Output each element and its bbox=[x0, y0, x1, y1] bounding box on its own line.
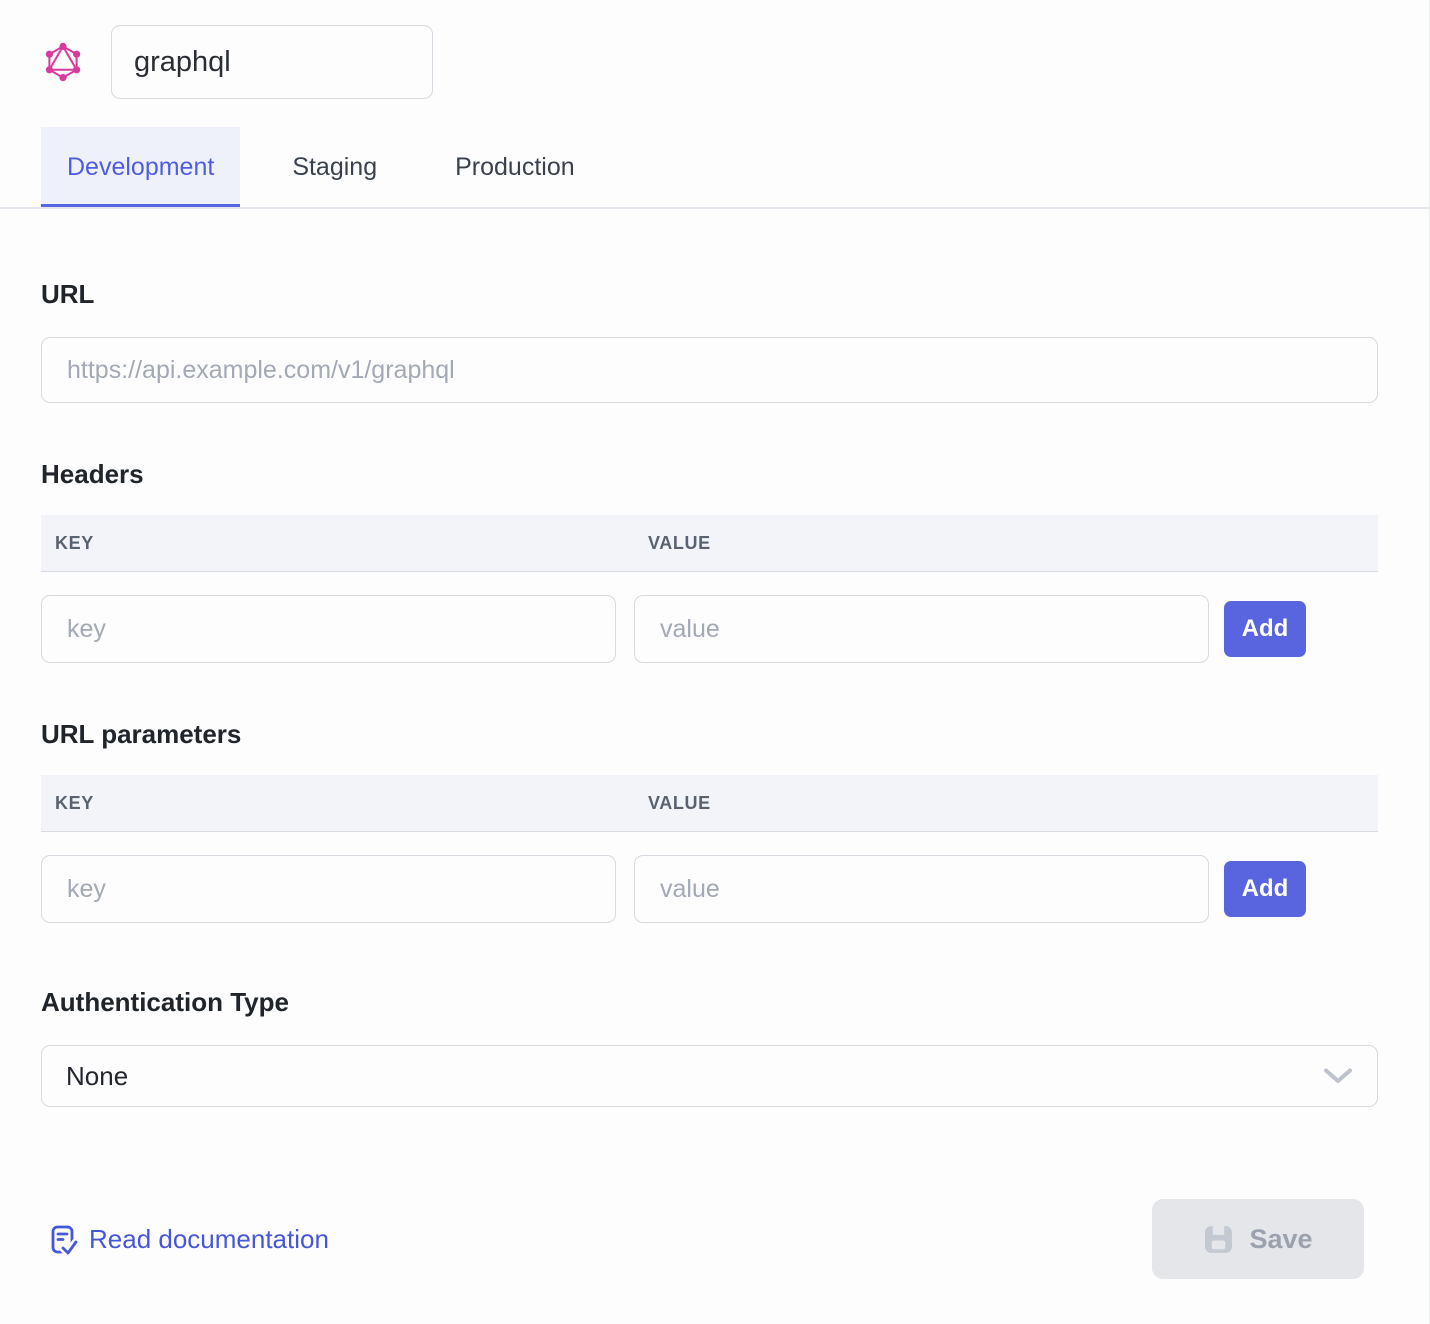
tabs-divider bbox=[0, 207, 1429, 209]
url-parameters-section: URL parameters KEY VALUE Add bbox=[41, 719, 1378, 923]
headers-key-column-header: KEY bbox=[55, 532, 94, 553]
save-button[interactable]: Save bbox=[1152, 1199, 1364, 1279]
chevron-down-icon bbox=[1324, 1068, 1352, 1083]
authentication-type-label: Authentication Type bbox=[41, 987, 289, 1017]
url-parameters-value-input[interactable] bbox=[634, 855, 1209, 923]
tab-development[interactable]: Development bbox=[41, 127, 241, 207]
url-parameters-new-entry-row: Add bbox=[41, 855, 1378, 923]
datasource-name-row bbox=[43, 25, 1429, 99]
url-parameters-label: URL parameters bbox=[41, 719, 242, 749]
datasource-name-input[interactable] bbox=[111, 25, 433, 99]
url-parameters-value-column-header: VALUE bbox=[648, 792, 711, 813]
graphql-logo-icon bbox=[45, 42, 81, 82]
form-footer: Read documentation Save bbox=[41, 1199, 1378, 1324]
url-parameters-key-column-header: KEY bbox=[55, 792, 94, 813]
headers-new-entry-row: Add bbox=[41, 595, 1378, 663]
environment-tabs: Development Staging Production bbox=[41, 127, 1429, 207]
headers-table-header: KEY VALUE bbox=[41, 515, 1378, 572]
headers-key-input[interactable] bbox=[41, 595, 616, 663]
headers-value-column-header: VALUE bbox=[648, 532, 711, 553]
headers-section: Headers KEY VALUE Add bbox=[41, 459, 1378, 663]
document-check-icon bbox=[51, 1225, 78, 1255]
authentication-type-selected-value: None bbox=[66, 1060, 129, 1091]
url-label: URL bbox=[41, 279, 95, 309]
tab-staging[interactable]: Staging bbox=[292, 153, 378, 181]
form-content: URL Headers KEY VALUE Add URL parameters… bbox=[0, 209, 1429, 1324]
save-button-label: Save bbox=[1249, 1223, 1313, 1254]
headers-add-button[interactable]: Add bbox=[1224, 601, 1306, 657]
authentication-section: Authentication Type None bbox=[41, 987, 1378, 1107]
url-input[interactable] bbox=[41, 337, 1378, 403]
save-icon bbox=[1205, 1225, 1233, 1253]
url-parameters-table-header: KEY VALUE bbox=[41, 775, 1378, 832]
read-documentation-label: Read documentation bbox=[89, 1223, 329, 1254]
authentication-type-select[interactable]: None bbox=[41, 1045, 1378, 1107]
url-parameters-key-input[interactable] bbox=[41, 855, 616, 923]
headers-label: Headers bbox=[41, 459, 144, 489]
url-parameters-add-button[interactable]: Add bbox=[1224, 861, 1306, 917]
read-documentation-link[interactable]: Read documentation bbox=[50, 1224, 329, 1255]
headers-value-input[interactable] bbox=[634, 595, 1209, 663]
tab-production[interactable]: Production bbox=[455, 153, 575, 181]
